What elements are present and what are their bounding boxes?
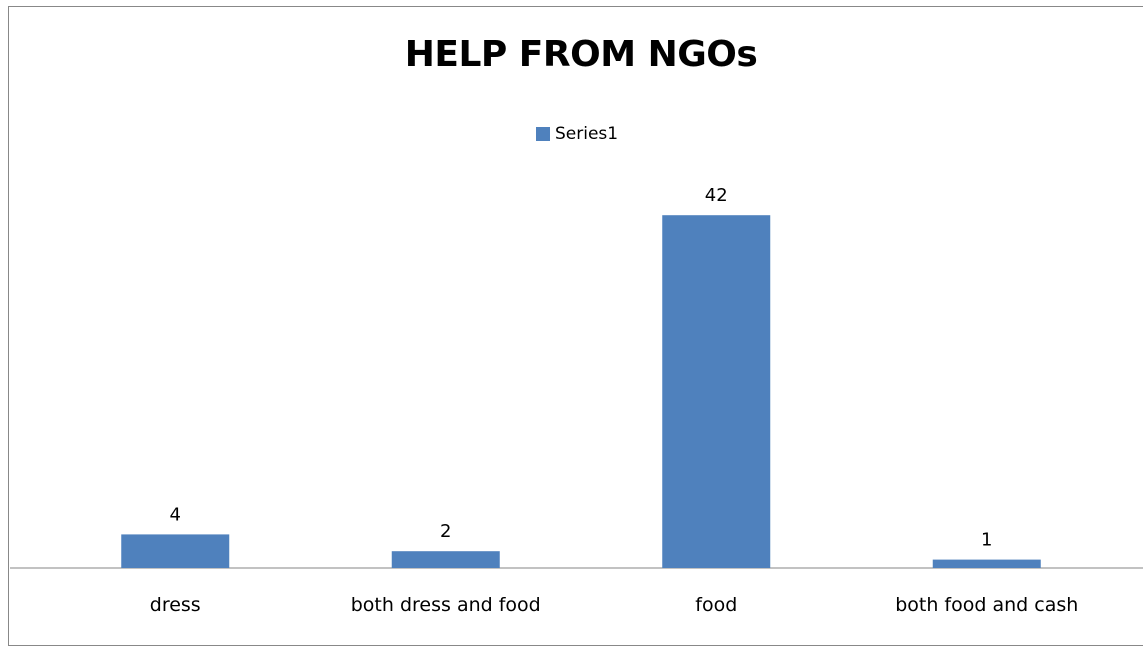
data-label-3: 1 bbox=[981, 530, 992, 551]
chart-title: HELP FROM NGOs bbox=[404, 34, 758, 75]
bar-3 bbox=[932, 559, 1041, 568]
category-label-1: both dress and food bbox=[351, 594, 541, 616]
category-label-2: food bbox=[695, 594, 737, 616]
bar-chart: 4 dress 2 both dress and food 42 food 1 both fo… bbox=[10, 185, 1143, 616]
category-label-3: both food and cash bbox=[895, 594, 1078, 616]
data-label-0: 4 bbox=[170, 504, 181, 525]
legend: Series1 bbox=[536, 124, 618, 144]
bar-1 bbox=[391, 551, 500, 568]
category-label-0: dress bbox=[150, 594, 201, 616]
data-label-2: 42 bbox=[705, 185, 728, 206]
data-label-1: 2 bbox=[440, 521, 451, 542]
legend-label: Series1 bbox=[555, 124, 619, 144]
bar-2 bbox=[662, 215, 771, 568]
bar-0 bbox=[121, 534, 230, 568]
legend-swatch bbox=[536, 127, 550, 141]
